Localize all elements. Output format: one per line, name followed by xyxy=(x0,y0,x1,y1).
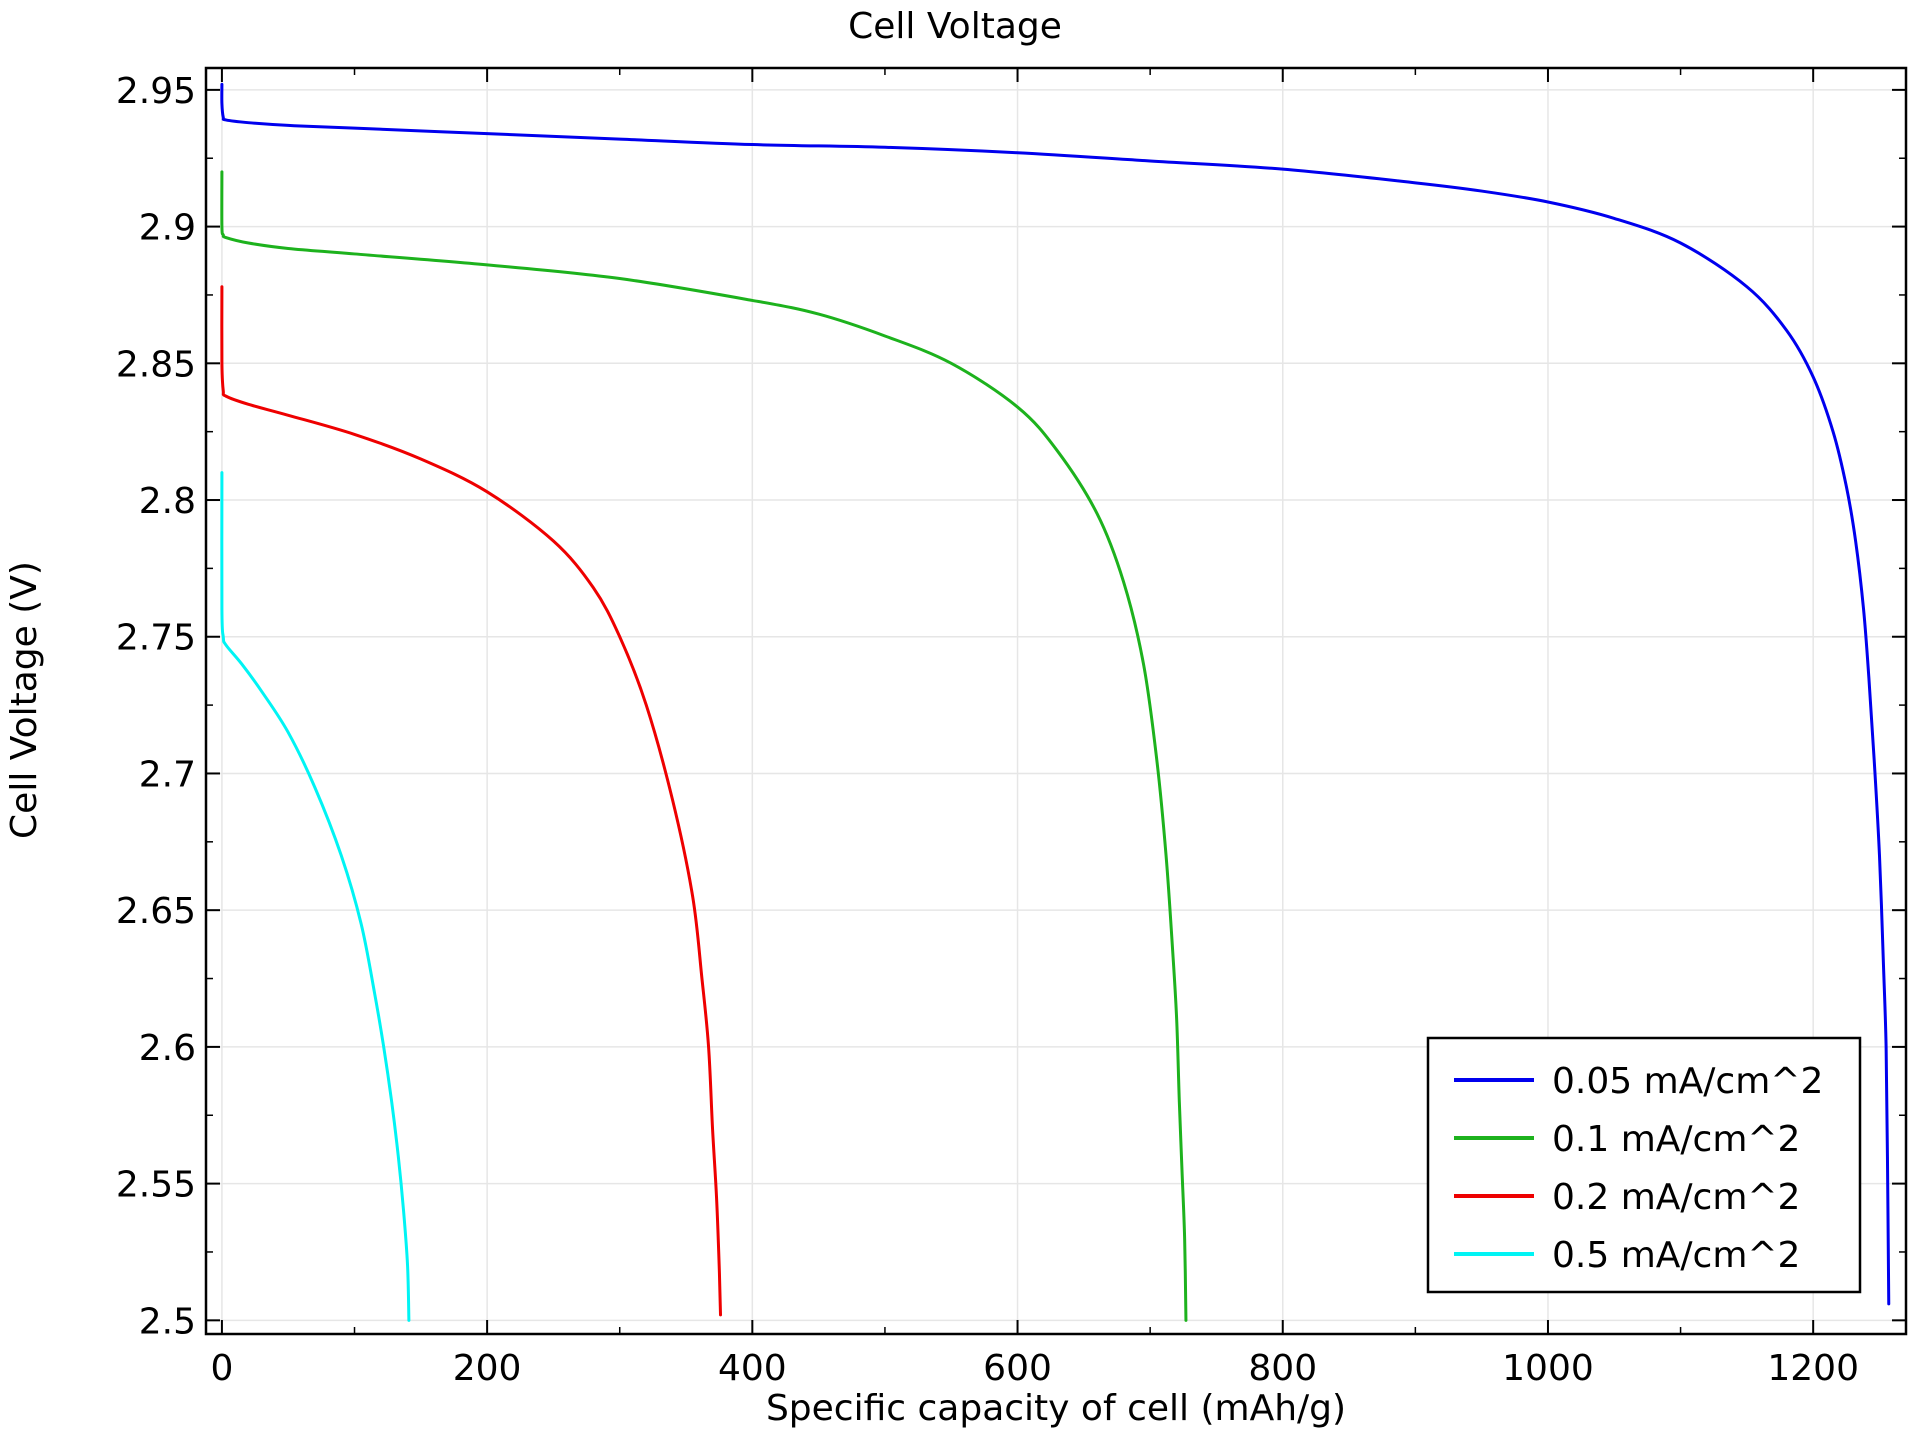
legend-label: 0.1 mA/cm^2 xyxy=(1552,1119,1800,1160)
y-tick-label: 2.6 xyxy=(139,1028,196,1069)
chart-title: Cell Voltage xyxy=(848,6,1062,47)
x-tick-label: 1200 xyxy=(1767,1348,1859,1389)
x-tick-label: 1000 xyxy=(1502,1348,1594,1389)
y-tick-label: 2.75 xyxy=(116,618,196,659)
legend-label: 0.05 mA/cm^2 xyxy=(1552,1061,1823,1102)
y-tick-label: 2.95 xyxy=(116,71,196,112)
x-tick-label: 800 xyxy=(1248,1348,1317,1389)
series-layer xyxy=(220,82,1891,1322)
legend-label: 0.5 mA/cm^2 xyxy=(1552,1235,1800,1276)
x-tick-label: 0 xyxy=(210,1348,233,1389)
series-line-2 xyxy=(220,170,1188,1322)
x-axis-label: Specific capacity of cell (mAh/g) xyxy=(766,1388,1346,1429)
series-line-4 xyxy=(220,471,411,1322)
legend: 0.05 mA/cm^2 0.1 mA/cm^2 0.2 mA/cm^2 0.5 mA… xyxy=(1426,1036,1862,1294)
series-line-1 xyxy=(220,82,1891,1306)
x-tick-label: 200 xyxy=(453,1348,522,1389)
series-line-3 xyxy=(220,285,723,1317)
y-tick-label: 2.8 xyxy=(139,481,196,522)
y-tick-label: 2.85 xyxy=(116,344,196,385)
y-tick-label: 2.7 xyxy=(139,754,196,795)
y-axis-label: Cell Voltage (V) xyxy=(4,561,45,839)
legend-label: 0.2 mA/cm^2 xyxy=(1552,1177,1800,1218)
y-tick-label: 2.65 xyxy=(116,891,196,932)
x-tick-label: 400 xyxy=(718,1348,787,1389)
plot-border xyxy=(204,66,1908,1336)
x-tick-label: 600 xyxy=(983,1348,1052,1389)
y-tick-label: 2.9 xyxy=(139,208,196,249)
y-tick-label: 2.55 xyxy=(116,1165,196,1206)
y-tick-label: 2.5 xyxy=(139,1301,196,1342)
ticks: 0 200 400 600 800 1000 1200 2.5 2.55 2.6 2.65 2.7 2.… xyxy=(116,68,1906,1389)
